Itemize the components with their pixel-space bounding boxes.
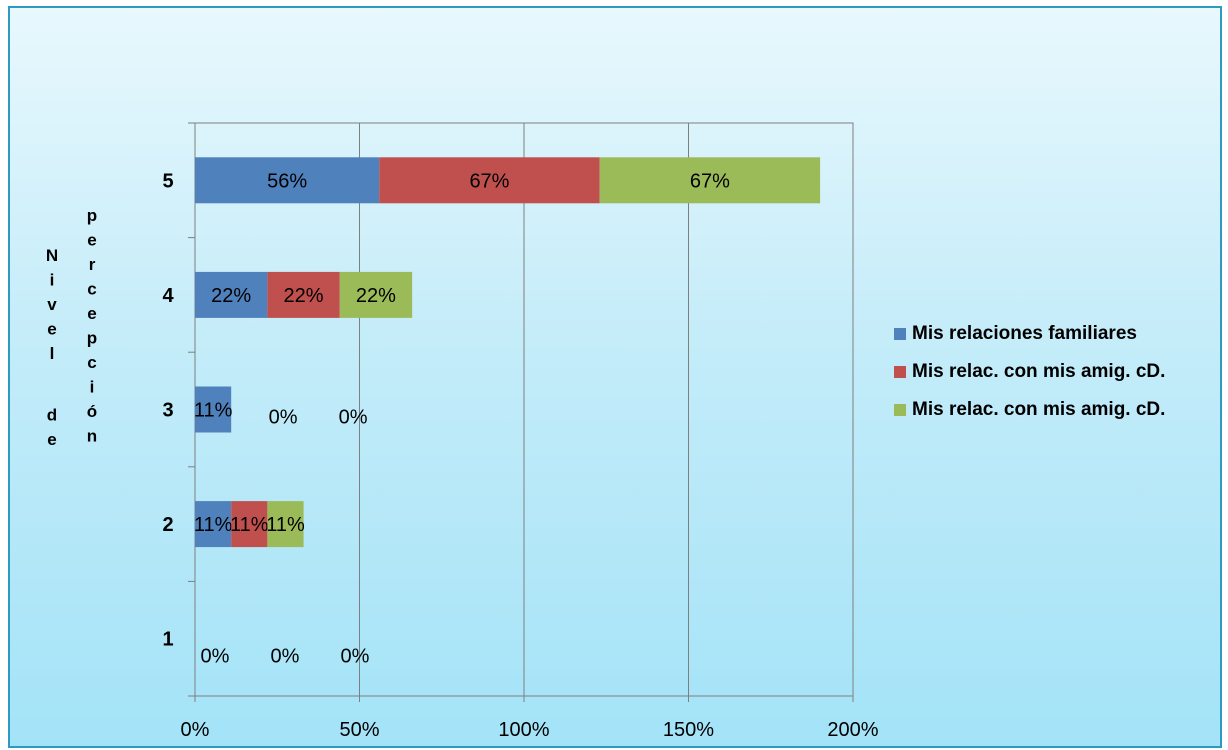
ylabel-char: p [87,206,97,225]
x-tick-label: 50% [339,719,379,741]
data-label: 67% [690,170,730,192]
bar-3 [339,271,413,318]
ylabel-char: ó [87,402,97,421]
legend-swatch [894,404,906,416]
ylabel-char: N [46,246,58,265]
ylabel-char: r [89,255,96,274]
legend: Mis relaciones familiares Mis relac. con … [894,323,1166,438]
data-label: 0% [201,646,230,668]
data-label: 11% [230,514,269,536]
chart-area: 0% 50% 100% 150% 200% 1 2 3 4 5 0% 0% 0% 11% 11% 11% 11%… [8,6,1222,748]
bar-3 [267,501,304,548]
legend-item: Mis relac. con mis amig. cD. [894,361,1166,382]
data-label: 11% [194,400,233,422]
data-label: 22% [211,285,251,307]
data-label: 11% [194,514,233,536]
data-label: 0% [339,407,368,429]
legend-item: Mis relaciones familiares [894,323,1165,344]
bar-3 [599,157,821,204]
x-tick-label: 150% [663,719,714,741]
ylabel-char: l [50,344,55,363]
data-label: 11% [266,514,305,536]
x-tick-label: 0% [181,719,210,741]
bar-1 [195,386,232,433]
x-tick-label: 100% [498,719,549,741]
legend-swatch [894,328,906,340]
legend-swatch [894,366,906,378]
y-tick-label: 5 [162,170,173,192]
data-label: 0% [269,407,298,429]
data-label: 22% [284,285,324,307]
y-tick-label: 1 [162,629,173,651]
ylabel-char: d [47,405,57,424]
x-tick-label: 200% [827,719,878,741]
ylabel-char: e [87,304,96,323]
bar-1 [195,501,232,548]
bar-2 [379,157,600,204]
ylabel-char: p [87,329,97,348]
y-tick-label: 2 [162,514,173,536]
data-label: 56% [267,170,307,192]
ylabel-char: c [87,280,96,299]
ylabel-char: c [87,353,96,372]
legend-label: Mis relac. con mis amig. cD. [912,361,1166,382]
ylabel-char: n [87,427,97,446]
bar-1 [195,157,380,204]
bar-2 [267,271,340,318]
data-label: 22% [356,285,396,307]
data-label: 67% [469,170,509,192]
ylabel-char: e [47,320,56,339]
ylabel-char: e [87,231,96,250]
ylabel-char: v [47,295,57,314]
ylabel-char: i [50,271,55,290]
bar-2 [231,501,268,548]
y-tick-label: 4 [162,285,174,307]
legend-item: Mis relac. con mis amig. cD. [894,399,1166,420]
data-label: 0% [271,646,300,668]
legend-label: Mis relac. con mis amig. cD. [912,399,1166,420]
legend-label: Mis relaciones familiares [912,323,1137,344]
bar-1 [195,271,268,318]
ylabel-char: e [47,430,56,449]
ylabel-char: i [90,378,95,397]
y-tick-label: 3 [162,400,173,422]
data-label: 0% [341,646,370,668]
